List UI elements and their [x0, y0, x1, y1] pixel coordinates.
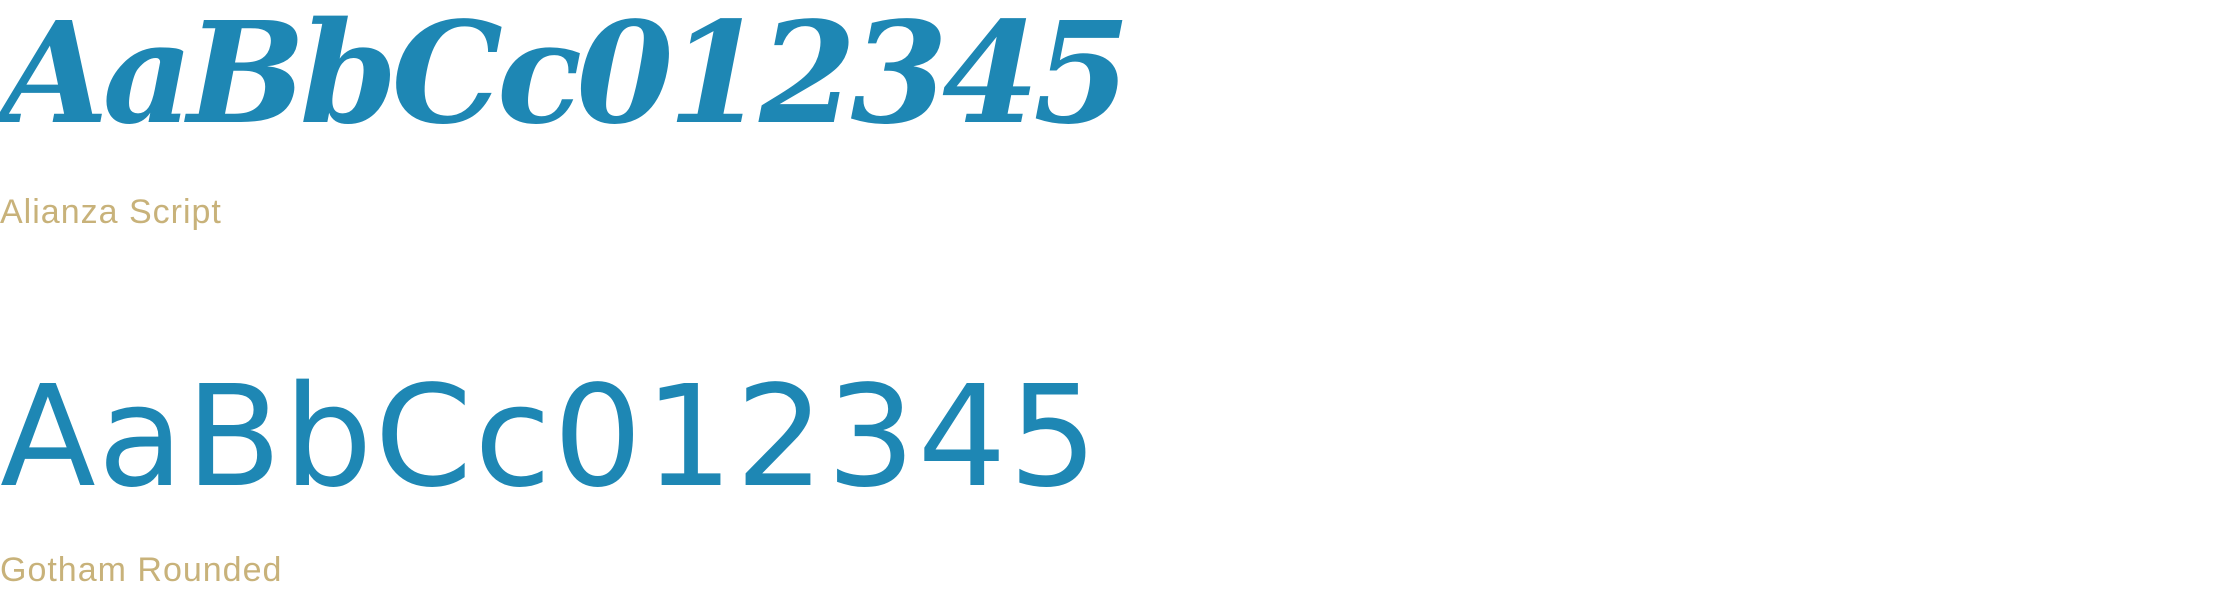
alianza-script-specimen: AaBbCc012345 — [0, 0, 1131, 156]
alianza-script-label: Alianza Script — [0, 193, 222, 231]
gotham-rounded-label: Gotham Rounded — [0, 551, 283, 589]
gotham-rounded-specimen: AaBbCc012345 — [0, 356, 1100, 519]
